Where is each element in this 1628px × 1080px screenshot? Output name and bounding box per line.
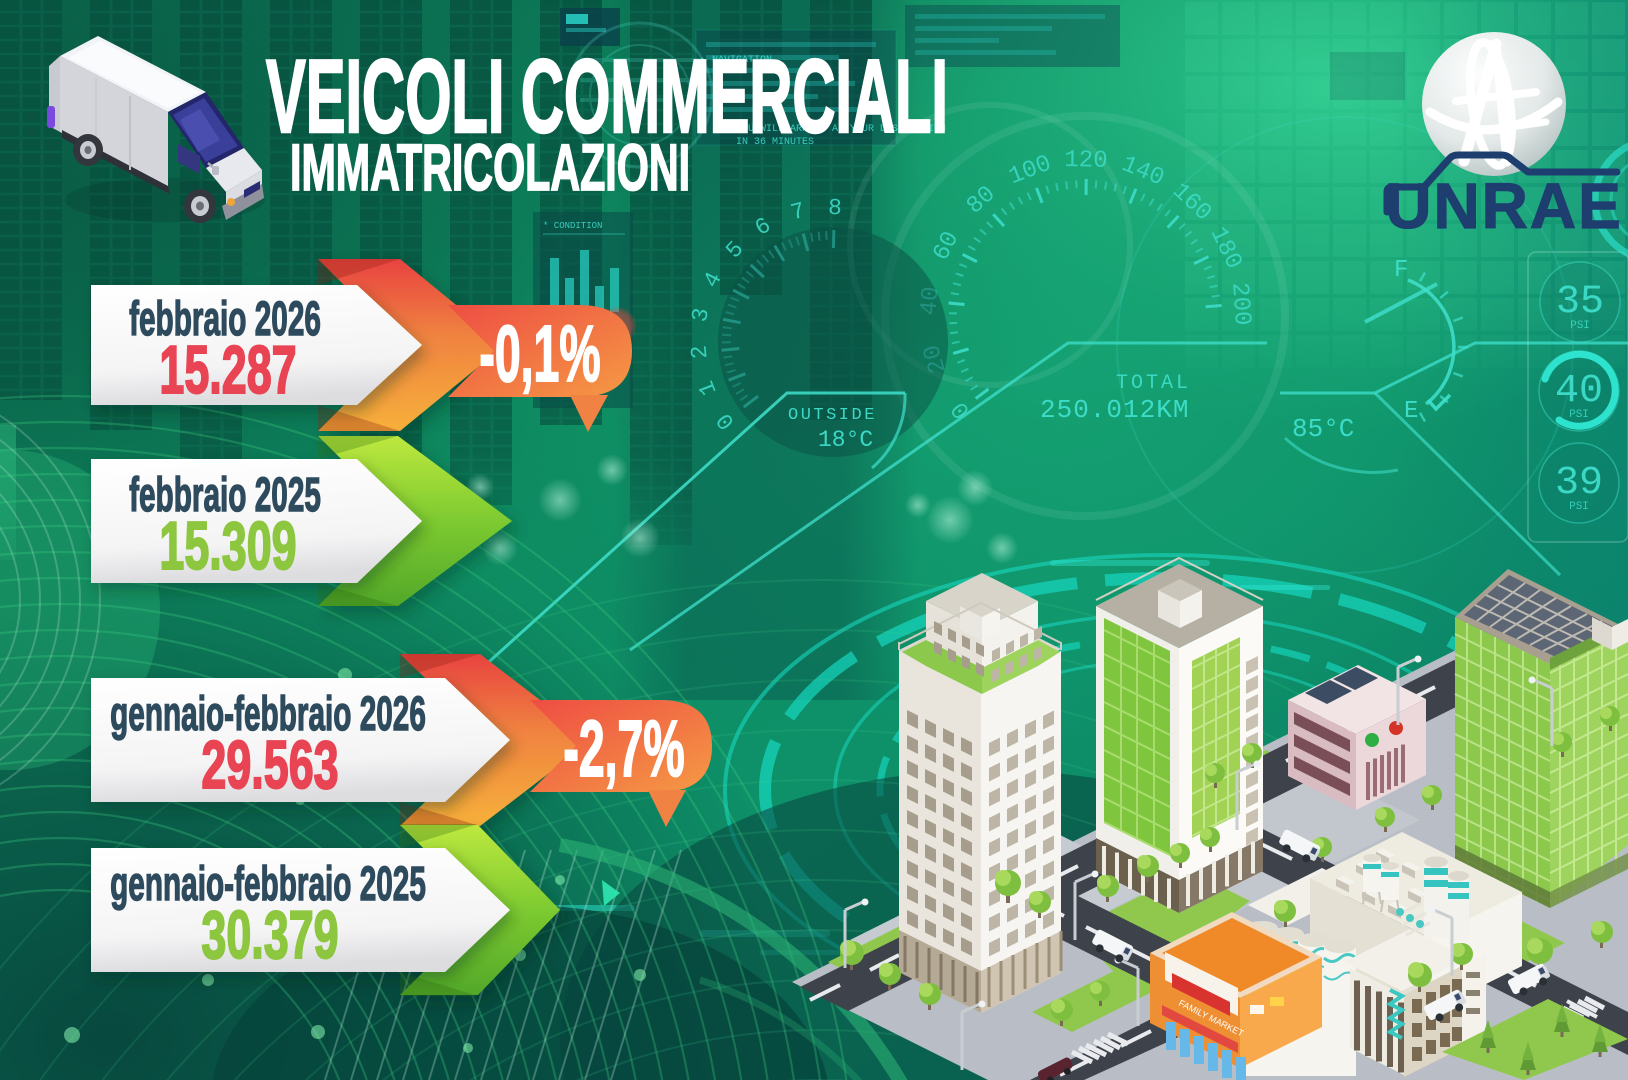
svg-text:15.309: 15.309 [159,509,296,585]
svg-text:IMMATRICOLAZIONI: IMMATRICOLAZIONI [290,130,690,204]
svg-text:7: 7 [788,198,808,227]
svg-text:3: 3 [687,306,715,325]
svg-text:▸ NAVIGATION: ▸ NAVIGATION [700,55,772,66]
svg-text:18°C: 18°C [818,427,873,453]
svg-text:TOTAL: TOTAL [1116,372,1191,395]
svg-text:gennaio-febbraio 2025: gennaio-febbraio 2025 [110,858,426,911]
svg-text:40: 40 [1555,369,1603,414]
svg-text:PSI: PSI [1569,501,1589,513]
svg-text:PSI: PSI [1570,320,1590,332]
svg-text:OUTSIDE: OUTSIDE [788,406,877,425]
svg-text:2: 2 [687,344,714,360]
svg-text:F: F [1394,257,1408,284]
svg-text:VEICOLI COMMERCIALI: VEICOLI COMMERCIALI [266,38,948,155]
svg-text:39: 39 [1555,461,1603,506]
svg-text:15.287: 15.287 [159,333,296,409]
svg-text:febbraio 2026: febbraio 2026 [129,293,321,346]
svg-text:UNRAE: UNRAE [1385,170,1623,242]
svg-text:29.563: 29.563 [201,728,338,804]
svg-text:250.012KM: 250.012KM [1040,395,1189,425]
svg-text:IN 36 MINUTES: IN 36 MINUTES [736,137,814,148]
svg-text:E: E [1404,398,1418,425]
svg-text:35: 35 [1556,280,1604,325]
svg-text:-0,1%: -0,1% [479,309,600,398]
svg-text:200: 200 [1225,282,1255,327]
svg-text:PSI: PSI [1569,409,1589,421]
svg-text:85°C: 85°C [1292,414,1354,444]
svg-text:gennaio-febbraio 2026: gennaio-febbraio 2026 [110,688,426,741]
svg-text:YOU WILL ARRIVE AT YOUR DESTIN: YOU WILL ARRIVE AT YOUR DESTINATION [736,124,946,135]
svg-text:120: 120 [1064,147,1108,175]
svg-text:30.379: 30.379 [201,898,338,974]
svg-text:-2,7%: -2,7% [563,704,684,793]
svg-text:febbraio 2025: febbraio 2025 [129,469,321,522]
svg-text:8: 8 [828,195,843,221]
svg-text:* CONDITION: * CONDITION [543,221,602,231]
